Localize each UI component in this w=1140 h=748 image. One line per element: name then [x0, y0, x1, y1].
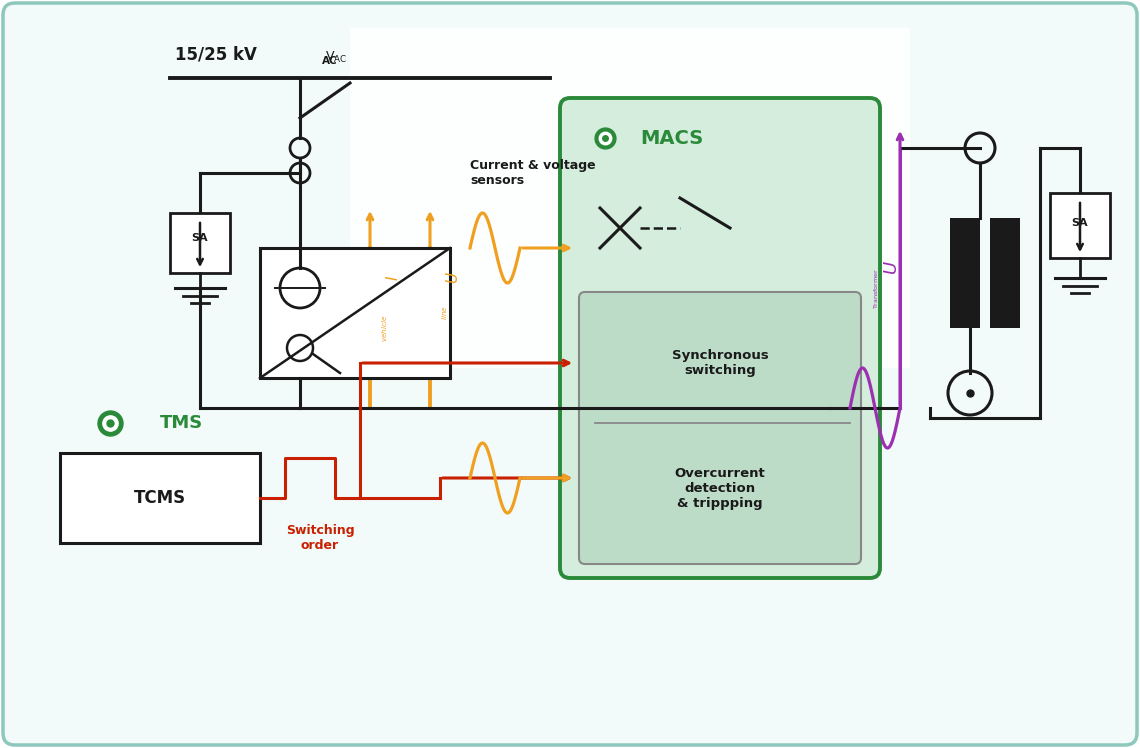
Text: MACS: MACS	[640, 129, 703, 147]
Bar	[260, 248, 450, 378]
Text: TMS: TMS	[160, 414, 203, 432]
FancyBboxPatch shape	[560, 98, 880, 578]
Text: 15/25 kV: 15/25 kV	[176, 45, 256, 63]
Text: Overcurrent
detection
& trippping: Overcurrent detection & trippping	[675, 467, 765, 509]
Text: $U$: $U$	[445, 272, 461, 284]
Bar	[170, 213, 230, 273]
Text: $\mathregular{V_{AC}}$: $\mathregular{V_{AC}}$	[325, 50, 348, 65]
Text: $_{vehicle}$: $_{vehicle}$	[380, 314, 390, 342]
Bar	[950, 218, 980, 328]
Bar	[60, 453, 260, 543]
Text: $_{\mathrm{Transformer}}$: $_{\mathrm{Transformer}}$	[872, 268, 881, 308]
Text: SA: SA	[192, 233, 209, 243]
Bar	[990, 218, 1020, 328]
Text: $_{line}$: $_{line}$	[440, 305, 450, 320]
Text: $U$: $U$	[884, 260, 901, 275]
FancyBboxPatch shape	[579, 292, 861, 564]
Text: Current & voltage
sensors: Current & voltage sensors	[470, 159, 595, 187]
FancyBboxPatch shape	[350, 28, 910, 368]
Text: TCMS: TCMS	[133, 489, 186, 507]
Text: $I$: $I$	[385, 275, 401, 281]
Text: SA: SA	[1072, 218, 1089, 228]
Text: AC: AC	[321, 56, 337, 66]
Text: Synchronous
switching: Synchronous switching	[671, 349, 768, 377]
FancyBboxPatch shape	[3, 3, 1137, 745]
Bar	[1050, 193, 1110, 258]
Text: Switching
order: Switching order	[286, 524, 355, 552]
